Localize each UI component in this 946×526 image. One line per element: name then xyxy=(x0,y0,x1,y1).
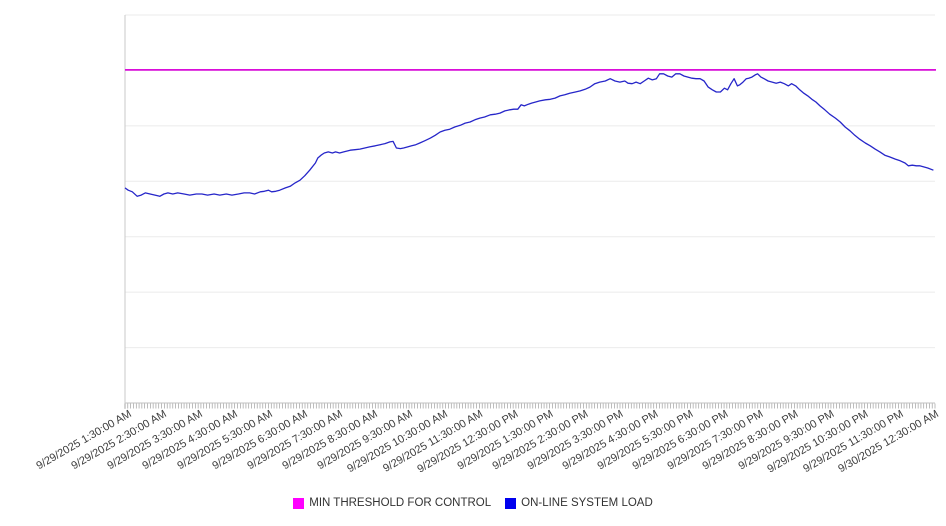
legend-item-min-threshold: MIN THRESHOLD FOR CONTROL xyxy=(293,497,491,509)
system-load-swatch-icon xyxy=(505,497,517,509)
legend-label-min-threshold: MIN THRESHOLD FOR CONTROL xyxy=(309,497,492,509)
system-load-line xyxy=(124,73,934,197)
legend: MIN THRESHOLD FOR CONTROL ON-LINE SYSTEM… xyxy=(0,497,946,509)
min-threshold-swatch-icon xyxy=(293,497,305,509)
legend-item-system-load: ON-LINE SYSTEM LOAD xyxy=(505,497,653,509)
legend-label-system-load: ON-LINE SYSTEM LOAD xyxy=(521,497,653,509)
